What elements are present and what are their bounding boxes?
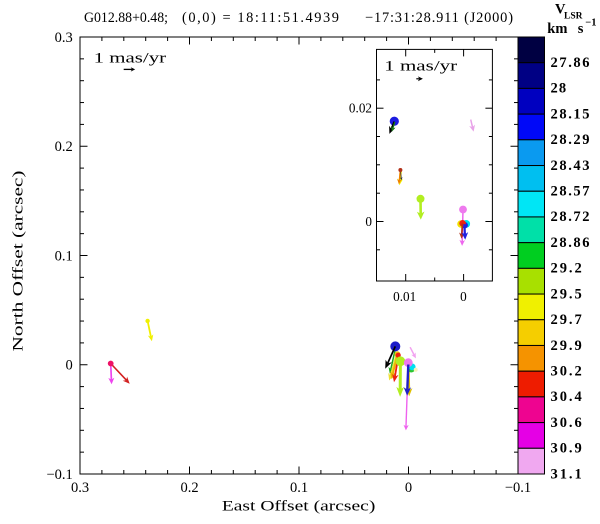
svg-text:30.6: 30.6 xyxy=(551,415,582,431)
svg-text:31.1: 31.1 xyxy=(551,466,582,482)
svg-text:28.57: 28.57 xyxy=(551,184,590,200)
svg-text:0: 0 xyxy=(405,480,412,496)
svg-text:28.15: 28.15 xyxy=(551,106,590,122)
svg-text:29.9: 29.9 xyxy=(551,338,582,354)
svg-text:0.2: 0.2 xyxy=(55,139,73,155)
svg-text:0.3: 0.3 xyxy=(71,480,89,496)
svg-text:0.2: 0.2 xyxy=(180,480,198,496)
svg-text:0.02: 0.02 xyxy=(349,101,372,116)
svg-text:0.1: 0.1 xyxy=(55,248,73,264)
svg-text:(0,0) = 18:11:51.4939: (0,0) = 18:11:51.4939 xyxy=(182,10,339,26)
svg-text:−17:31:28.911 (J2000): −17:31:28.911 (J2000) xyxy=(365,10,513,26)
svg-text:30.2: 30.2 xyxy=(551,364,582,380)
svg-text:30.9: 30.9 xyxy=(551,441,582,457)
svg-text:29.2: 29.2 xyxy=(551,261,582,277)
svg-text:28.29: 28.29 xyxy=(551,132,590,148)
svg-text:0.1: 0.1 xyxy=(290,480,308,496)
svg-text:0: 0 xyxy=(66,358,73,374)
svg-text:27.86: 27.86 xyxy=(551,55,590,71)
svg-text:28: 28 xyxy=(551,81,567,97)
svg-text:s: s xyxy=(578,21,584,37)
svg-text:30.4: 30.4 xyxy=(551,389,582,405)
svg-text:G012.88+0.48;: G012.88+0.48; xyxy=(84,10,168,26)
svg-text:28.86: 28.86 xyxy=(551,235,590,251)
svg-text:1 mas/yr: 1 mas/yr xyxy=(94,51,167,67)
svg-text:North Offset (arcsec): North Offset (arcsec) xyxy=(10,170,26,351)
svg-text:East Offset (arcsec): East Offset (arcsec) xyxy=(222,498,376,514)
svg-text:28.43: 28.43 xyxy=(551,158,590,174)
svg-text:−1: −1 xyxy=(585,17,596,28)
svg-text:km: km xyxy=(547,21,567,37)
svg-text:0: 0 xyxy=(460,289,467,304)
svg-text:−0.1: −0.1 xyxy=(505,480,531,496)
svg-text:29.5: 29.5 xyxy=(551,286,582,302)
svg-text:0.01: 0.01 xyxy=(393,289,416,304)
svg-text:28.72: 28.72 xyxy=(551,209,590,225)
svg-text:0: 0 xyxy=(365,214,372,229)
svg-text:0.3: 0.3 xyxy=(55,30,73,46)
svg-text:29.7: 29.7 xyxy=(551,312,582,328)
svg-text:1 mas/yr: 1 mas/yr xyxy=(384,59,457,75)
svg-text:LSR: LSR xyxy=(564,11,583,21)
svg-text:−0.1: −0.1 xyxy=(46,467,72,483)
